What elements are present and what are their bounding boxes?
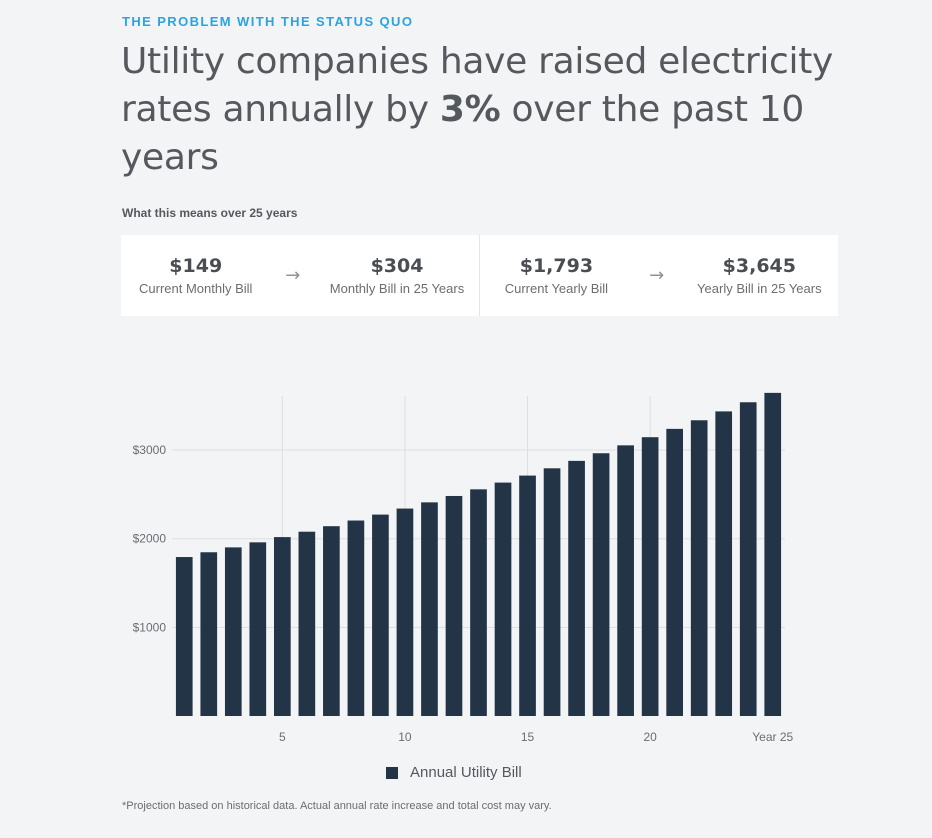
bar [396, 508, 414, 716]
current-yearly-bill: $1,793 Current Yearly Bill [496, 255, 616, 296]
bar [372, 514, 389, 716]
bar [715, 411, 733, 716]
x-tick-label: 15 [521, 730, 535, 744]
headline-post: over the past 10 years [121, 89, 805, 178]
monthly-stats: $149 Current Monthly Bill → $304 Monthly… [121, 235, 479, 316]
x-tick-label: 10 [398, 730, 412, 744]
bar [764, 392, 782, 716]
legend-swatch [386, 766, 398, 779]
bar [592, 453, 610, 716]
bar [617, 445, 634, 716]
bar [641, 437, 659, 716]
bar [519, 475, 536, 716]
stat-label: Current Yearly Bill [504, 281, 609, 296]
arrow-right-icon: → [285, 265, 301, 286]
legend-label: Annual Utility Bill [410, 764, 522, 781]
bar [568, 460, 585, 716]
y-tick-label: $3000 [133, 443, 167, 457]
stat-value: $1,793 [519, 255, 594, 277]
current-monthly-bill: $149 Current Monthly Bill [136, 255, 256, 296]
stat-label: Current Monthly Bill [139, 281, 253, 296]
bar [690, 420, 708, 716]
bar [666, 428, 683, 716]
stats-panel: $149 Current Monthly Bill → $304 Monthly… [121, 235, 838, 316]
stat-label: Monthly Bill in 25 Years [329, 281, 465, 296]
x-tick-label: 20 [643, 730, 657, 744]
bar [421, 502, 438, 716]
headline-pre: Utility companies have raised electricit… [121, 41, 834, 130]
annual-bill-chart: $1000 $2000 $3000 5 10 15 20 Year 25 [133, 392, 794, 744]
monthly-bill-25-years: $304 Monthly Bill in 25 Years [330, 255, 464, 296]
section-subhead: What this means over 25 years [122, 206, 298, 220]
bar [298, 531, 316, 716]
bar [175, 557, 193, 716]
bar [274, 537, 291, 716]
bar [347, 520, 365, 716]
bar [494, 482, 512, 716]
stat-value: $3,645 [722, 255, 796, 277]
bar [323, 526, 340, 716]
bar [200, 552, 218, 716]
chart-legend: Annual Utility Bill [386, 764, 522, 781]
bar [224, 547, 242, 716]
bar [470, 489, 487, 716]
x-tick-label: 5 [279, 730, 286, 744]
yearly-bill-25-years: $3,645 Yearly Bill in 25 Years [697, 255, 822, 296]
page-title: Utility companies have raised electricit… [121, 38, 841, 182]
bar [249, 542, 267, 716]
footnote: *Projection based on historical data. Ac… [122, 800, 552, 812]
y-tick-label: $2000 [133, 532, 167, 546]
x-tick-label: Year 25 [752, 730, 793, 744]
arrow-right-icon: → [649, 265, 665, 286]
bar [739, 402, 757, 716]
bar [445, 495, 463, 716]
yearly-stats: $1,793 Current Yearly Bill → $3,645 Year… [479, 235, 838, 316]
bar [543, 468, 561, 716]
stat-label: Yearly Bill in 25 Years [697, 281, 822, 296]
y-tick-label: $1000 [133, 620, 167, 634]
eyebrow: THE PROBLEM WITH THE STATUS QUO [122, 14, 414, 29]
stat-value: $149 [169, 255, 223, 277]
stat-value: $304 [370, 255, 424, 277]
headline-percent: 3% [439, 89, 501, 130]
